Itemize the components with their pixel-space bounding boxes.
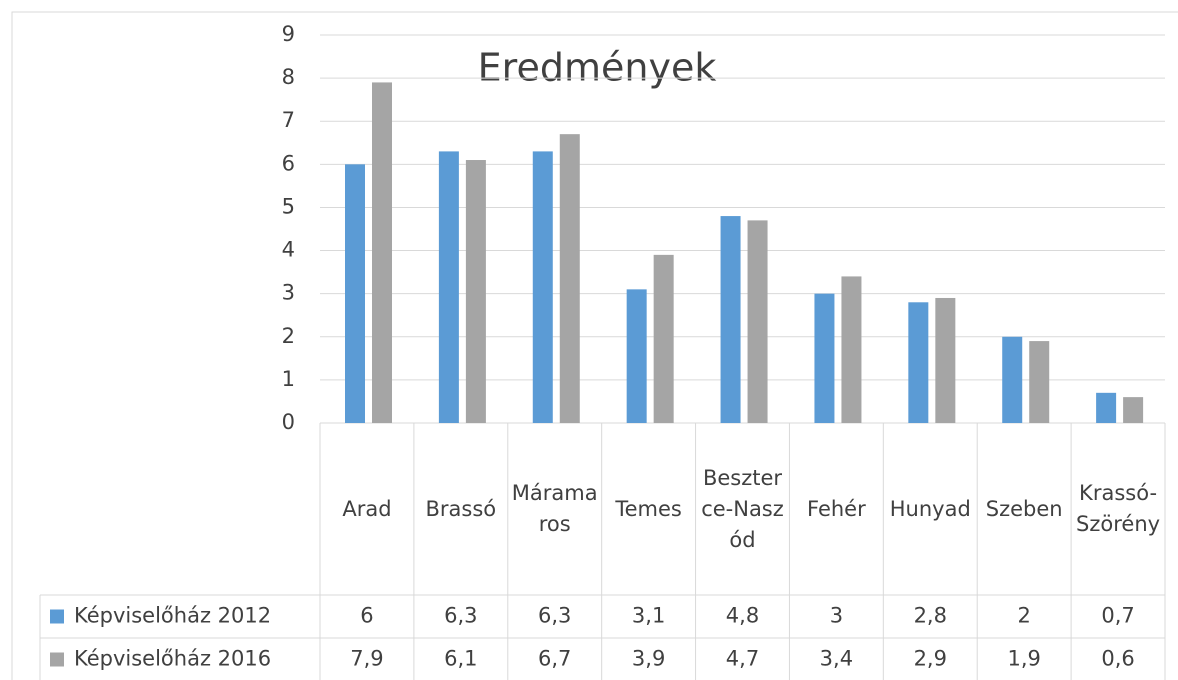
legend-label: Képviselőház 2016 (74, 647, 271, 671)
x-tick-label: Krassó-Szörény (1076, 481, 1161, 536)
value-label: 2 (1017, 604, 1030, 628)
x-tick-label: Arad (342, 496, 392, 521)
value-label: 6 (360, 604, 373, 628)
category-cell: Hunyad (889, 496, 971, 521)
bar (1029, 341, 1050, 423)
x-tick-label: Temes (615, 496, 682, 521)
value-label: 3,9 (632, 647, 665, 671)
category-cell: Brassó (425, 496, 497, 521)
bar (532, 151, 553, 423)
y-tick-label: 2 (282, 324, 295, 348)
bar (1002, 336, 1023, 423)
bar (345, 164, 365, 424)
value-label: 6,7 (538, 647, 571, 671)
value-label: 3,4 (820, 647, 853, 671)
y-tick-label: 6 (282, 151, 295, 175)
bar (814, 293, 835, 423)
bar (747, 220, 768, 423)
y-tick-label: 8 (282, 65, 295, 89)
value-label: 7,9 (350, 647, 383, 671)
value-label: 6,1 (444, 647, 477, 671)
y-tick-label: 1 (282, 367, 295, 391)
x-tick-label: Máramaros (511, 481, 598, 536)
category-cell: Fehér (807, 496, 866, 521)
category-cell: Krassó-Szörény (1076, 481, 1161, 536)
y-tick-label: 7 (282, 108, 295, 132)
category-cell: Temes (615, 496, 682, 521)
value-label: 4,7 (726, 647, 759, 671)
category-cell: Beszterce-Naszód (701, 465, 784, 552)
legend-key (50, 652, 64, 667)
x-tick-label: Beszterce-Naszód (701, 465, 784, 552)
y-tick-label: 4 (282, 238, 295, 262)
bar (935, 297, 956, 423)
bar (1096, 392, 1117, 423)
value-label: 1,9 (1007, 647, 1040, 671)
bar (438, 151, 459, 423)
chart-border (11, 11, 1178, 680)
category-cell: Szeben (985, 496, 1063, 521)
x-tick-label: Brassó (425, 496, 497, 521)
legend-label: Képviselőház 2012 (74, 604, 271, 628)
y-tick-label: 9 (282, 22, 295, 46)
value-label: 6,3 (444, 604, 477, 628)
bar (908, 302, 929, 423)
legend-key (50, 609, 64, 624)
value-label: 4,8 (726, 604, 759, 628)
value-label: 3,1 (632, 604, 665, 628)
value-label: 3 (830, 604, 843, 628)
bar (372, 82, 392, 423)
x-tick-label: Szeben (985, 496, 1063, 521)
bar (720, 216, 741, 423)
category-cell: Máramaros (511, 481, 598, 536)
x-tick-label: Hunyad (889, 496, 971, 521)
chart-title: Eredmények (478, 46, 717, 90)
bar (841, 276, 862, 423)
bar (559, 134, 580, 423)
value-label: 0,7 (1101, 604, 1134, 628)
bar (626, 289, 647, 423)
value-label: 2,9 (914, 647, 947, 671)
y-tick-label: 0 (282, 410, 295, 434)
value-label: 2,8 (914, 604, 947, 628)
bar (1123, 397, 1144, 423)
bar (465, 160, 486, 423)
y-tick-label: 5 (282, 194, 295, 218)
bar (653, 254, 674, 423)
value-label: 0,6 (1101, 647, 1134, 671)
x-tick-label: Fehér (807, 496, 866, 521)
y-tick-label: 3 (282, 281, 295, 305)
category-cell: Arad (342, 496, 392, 521)
value-label: 6,3 (538, 604, 571, 628)
